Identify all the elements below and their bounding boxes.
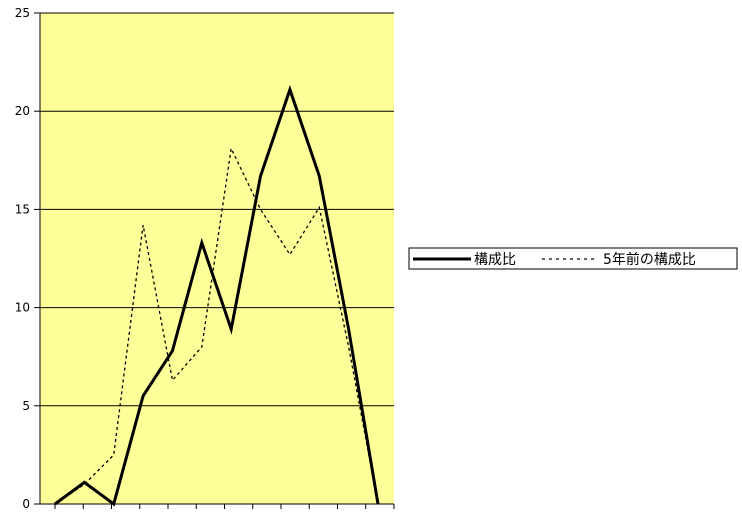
axes <box>34 12 395 509</box>
gridlines <box>40 12 394 407</box>
y-axis-tick-labels: 0 5 10 15 20 25 <box>15 6 30 511</box>
y-tick-label: 25 <box>15 6 30 20</box>
y-tick-label: 0 <box>22 497 30 511</box>
series-lines <box>54 84 380 507</box>
y-tick-label: 15 <box>15 202 30 216</box>
y-tick-label: 10 <box>15 301 30 315</box>
series-line-composition-5yrs-ago <box>54 146 379 505</box>
legend-label-composition-5yrs-ago: 5年前の構成比 <box>603 251 696 268</box>
legend-label-composition: 構成比 <box>474 252 516 268</box>
y-tick-label: 5 <box>22 399 30 413</box>
legend: 構成比 5年前の構成比 <box>408 247 738 270</box>
series-line-composition <box>54 84 380 507</box>
y-tick-label: 20 <box>15 104 30 118</box>
plot-area <box>40 13 394 504</box>
